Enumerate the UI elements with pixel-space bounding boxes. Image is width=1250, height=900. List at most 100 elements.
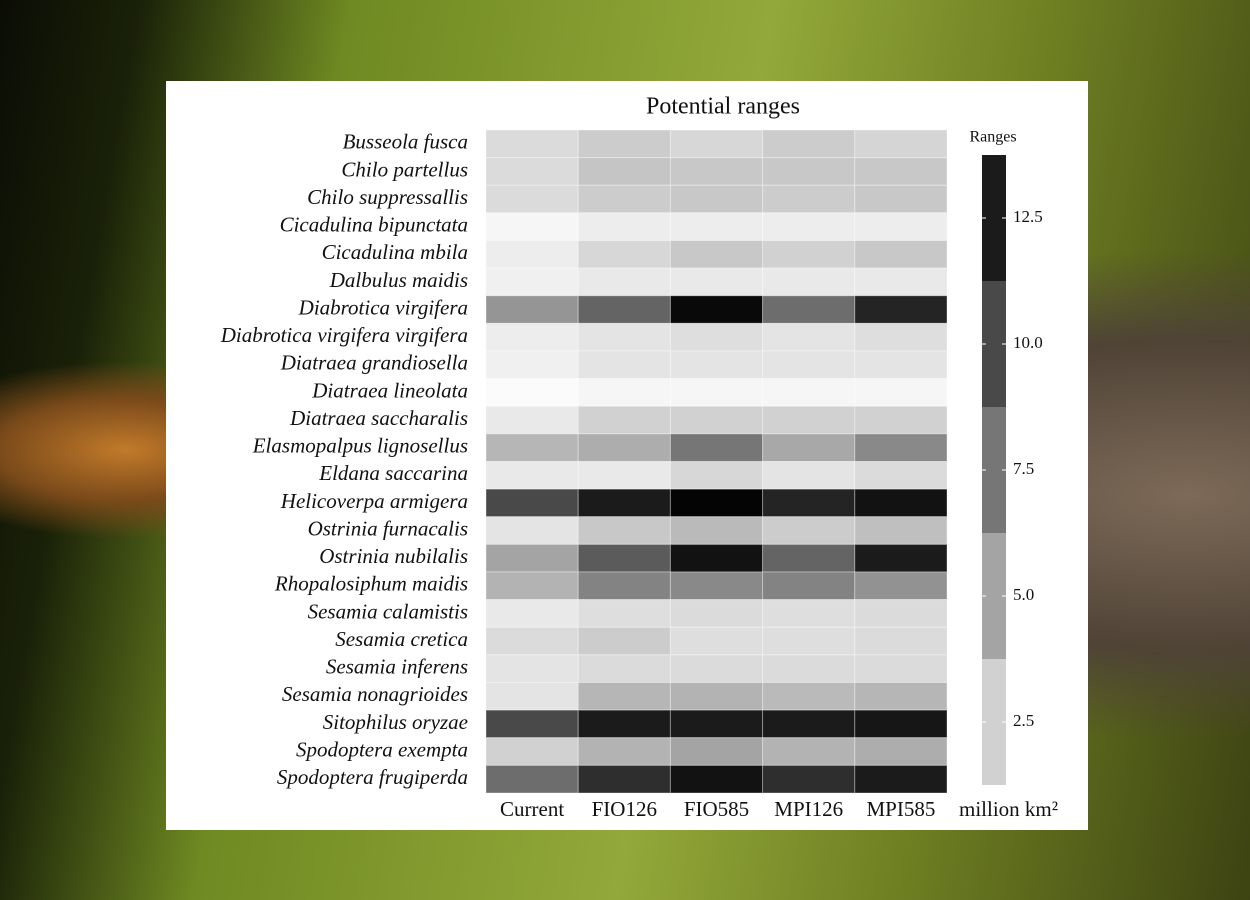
heatmap-cell [854,654,948,683]
heatmap-cell [669,682,764,711]
heatmap-cell [854,322,948,352]
heatmap-cell [854,212,948,241]
heatmap-cell [577,157,671,186]
heatmap-cell [669,267,764,297]
heatmap-cell [762,405,856,435]
colorbar-tick-label: 10.0 [1013,333,1043,352]
heatmap-cell [577,322,671,352]
heatmap-cell [762,350,856,380]
heatmap-cell [485,682,579,711]
heatmap-cell [485,709,579,739]
row-label: Chilo partellus [341,157,468,181]
heatmap-cell [577,433,671,462]
chart-title: Potential ranges [646,94,800,120]
heatmap-cell [854,129,948,159]
heatmap-cell [669,322,764,352]
heatmap-cell [577,461,671,490]
row-label: Diatraea saccharalis [289,406,468,430]
column-label: Current [500,797,564,821]
heatmap-cell [577,488,671,518]
heatmap-cell [762,737,856,766]
row-label: Ostrinia furnacalis [308,516,468,540]
heatmap-cell [854,488,948,518]
heatmap-cell [577,212,671,241]
heatmap-cell [669,654,764,683]
chart-panel: Potential ranges Ranges million km² Buss… [166,81,1088,830]
heatmap-cell [669,543,764,573]
row-label: Sesamia nonagrioides [282,682,468,706]
heatmap-cell [577,378,671,407]
heatmap-cell [669,709,764,739]
heatmap-cell [577,626,671,656]
heatmap-cell [762,295,856,324]
row-label: Sesamia inferens [326,655,468,679]
heatmap-cell [577,764,671,794]
heatmap-cell [485,212,579,241]
heatmap-cell [669,350,764,380]
heatmap-cell [854,543,948,573]
heatmap-cell [577,543,671,573]
heatmap-cell [577,295,671,324]
heatmap-cell [854,405,948,435]
heatmap-cell [485,461,579,490]
heatmap-cell [762,654,856,683]
row-label: Rhopalosiphum maidis [274,572,468,596]
heatmap-cell [762,543,856,573]
heatmap-cell [577,682,671,711]
heatmap-cell [762,433,856,462]
heatmap-cell [577,709,671,739]
heatmap-cell [485,571,579,601]
heatmap-cell [854,240,948,269]
heatmap-cell [577,516,671,545]
heatmap-cell [577,737,671,766]
heatmap-cell [854,737,948,766]
colorbar-tick-label: 12.5 [1013,207,1043,226]
heatmap-cell [762,682,856,711]
heatmap-cell [485,129,579,159]
heatmap-cell [485,764,579,794]
heatmap-cell [762,764,856,794]
heatmap-cell [485,654,579,683]
row-label: Diatraea lineolata [311,378,468,402]
heatmap-cell [577,654,671,683]
heatmap-cell [762,516,856,545]
heatmap-cell [762,212,856,241]
heatmap-cell [762,488,856,518]
heatmap-cell [669,184,764,214]
row-label: Dalbulus maidis [329,268,468,292]
heatmap-cell [577,350,671,380]
heatmap-cell [577,571,671,601]
heatmap-cell [485,157,579,186]
heatmap-cell [485,737,579,766]
heatmap-cell [669,129,764,159]
row-label: Chilo suppressallis [307,185,468,209]
heatmap-cell [485,267,579,297]
heatmap-cell [854,433,948,462]
heatmap-cell [762,571,856,601]
heatmap-cell [669,378,764,407]
row-label: Sesamia calamistis [308,599,468,623]
heatmap-cell [485,378,579,407]
heatmap-cell [485,543,579,573]
row-label: Diatraea grandiosella [280,351,468,375]
heatmap-cell [485,240,579,269]
heatmap-cell [485,626,579,656]
heatmap-cell [485,350,579,380]
row-label: Elasmopalpus lignosellus [252,434,468,458]
heatmap-cell [854,709,948,739]
heatmap-cell [485,516,579,545]
heatmap-cell [577,240,671,269]
heatmap-cell [669,737,764,766]
heatmap-cell [854,295,948,324]
heatmap-cell [577,129,671,159]
heatmap-cell [762,129,856,159]
heatmap-cell [762,240,856,269]
row-label: Helicoverpa armigera [280,489,468,513]
heatmap-cell [669,212,764,241]
heatmap-cell [577,405,671,435]
heatmap-cell [854,350,948,380]
heatmap-cell [854,516,948,545]
column-label: MPI585 [866,797,935,821]
heatmap-cell [485,599,579,628]
